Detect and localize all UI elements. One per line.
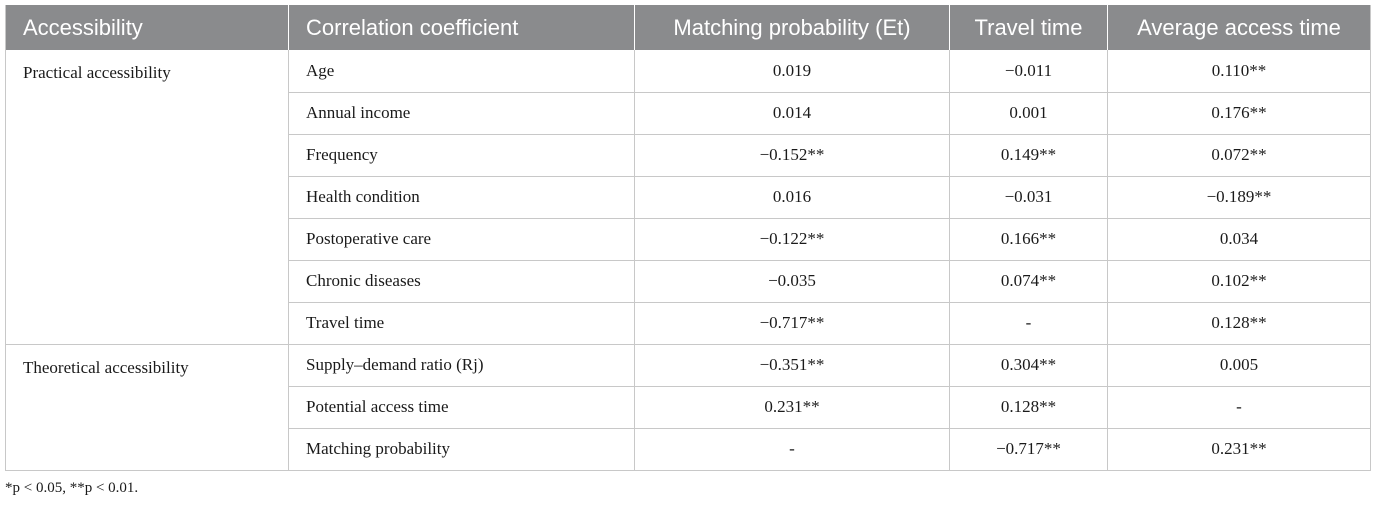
header-travel-time: Travel time — [949, 5, 1108, 50]
variable-cell: Supply–demand ratio (Rj) — [288, 344, 635, 387]
table-body: Practical accessibility Age 0.019 −0.011 0.1… — [5, 50, 1371, 471]
table-row: Frequency −0.152** 0.149** 0.072** — [6, 134, 1371, 177]
correlation-table: Accessibility Correlation coefficient Ma… — [5, 5, 1371, 471]
matching-probability-cell: 0.231** — [634, 386, 950, 429]
table-row: Theoretical accessibility Supply–demand r… — [5, 344, 1371, 471]
matching-probability-cell: −0.152** — [634, 134, 950, 177]
matching-probability-cell: −0.351** — [634, 344, 950, 387]
header-average-access-time: Average access time — [1107, 5, 1371, 50]
travel-time-cell: 0.001 — [949, 92, 1108, 135]
variable-cell: Matching probability — [288, 428, 635, 471]
table-row: Potential access time 0.231** 0.128** - — [6, 386, 1371, 429]
header-correlation-coefficient: Correlation coefficient — [288, 5, 635, 50]
matching-probability-cell: 0.019 — [634, 50, 950, 93]
table-row: Travel time −0.717** -0.128** — [6, 302, 1371, 345]
group-label: Theoretical accessibility — [5, 344, 289, 471]
average-access-time-cell: - — [1107, 386, 1371, 429]
header-accessibility: Accessibility — [5, 5, 289, 50]
variable-cell: Frequency — [288, 134, 635, 177]
matching-probability-cell: 0.014 — [634, 92, 950, 135]
table-footnote: *p < 0.05, **p < 0.01. — [5, 480, 139, 496]
header-row: Accessibility Correlation coefficient Ma… — [5, 5, 1371, 50]
average-access-time-cell: 0.231** — [1107, 428, 1371, 471]
matching-probability-cell: −0.035 — [634, 260, 950, 303]
average-access-time-cell: 0.102** — [1107, 260, 1371, 303]
table-row: Practical accessibility Age 0.019 −0.011 0.1… — [5, 50, 1371, 345]
group-label: Practical accessibility — [5, 50, 289, 345]
variable-cell: Travel time — [288, 302, 635, 345]
header-matching-probability: Matching probability (Et) — [634, 5, 950, 50]
matching-probability-cell: −0.717** — [634, 302, 950, 345]
matching-probability-cell: 0.016 — [634, 176, 950, 219]
travel-time-cell: 0.149** — [949, 134, 1108, 177]
variable-cell: Potential access time — [288, 386, 635, 429]
variable-cell: Chronic diseases — [288, 260, 635, 303]
travel-time-cell: 0.304** — [949, 344, 1108, 387]
travel-time-cell: 0.128** — [949, 386, 1108, 429]
average-access-time-cell: 0.034 — [1107, 218, 1371, 261]
average-access-time-cell: 0.072** — [1107, 134, 1371, 177]
travel-time-cell: - — [949, 302, 1108, 345]
average-access-time-cell: 0.005 — [1107, 344, 1371, 387]
table-row: Annual income 0.014 0.001 0.176** — [6, 92, 1371, 135]
table-row: Health condition 0.016 −0.031 −0.189** — [6, 176, 1371, 219]
average-access-time-cell: −0.189** — [1107, 176, 1371, 219]
variable-cell: Annual income — [288, 92, 635, 135]
travel-time-cell: −0.011 — [949, 50, 1108, 93]
correlation-table-container: Accessibility Correlation coefficient Ma… — [5, 5, 1371, 471]
table-row: Chronic diseases −0.035 0.074** 0.102** — [6, 260, 1371, 303]
table-row: Matching probability - −0.717** 0.231** — [6, 428, 1371, 471]
matching-probability-cell: - — [634, 428, 950, 471]
travel-time-cell: −0.717** — [949, 428, 1108, 471]
travel-time-cell: 0.166** — [949, 218, 1108, 261]
average-access-time-cell: 0.128** — [1107, 302, 1371, 345]
table-header: Accessibility Correlation coefficient Ma… — [5, 5, 1371, 50]
average-access-time-cell: 0.176** — [1107, 92, 1371, 135]
travel-time-cell: −0.031 — [949, 176, 1108, 219]
travel-time-cell: 0.074** — [949, 260, 1108, 303]
average-access-time-cell: 0.110** — [1107, 50, 1371, 93]
variable-cell: Age — [288, 50, 635, 93]
variable-cell: Postoperative care — [288, 218, 635, 261]
matching-probability-cell: −0.122** — [634, 218, 950, 261]
table-row: Postoperative care −0.122** 0.166** 0.034 — [6, 218, 1371, 261]
variable-cell: Health condition — [288, 176, 635, 219]
